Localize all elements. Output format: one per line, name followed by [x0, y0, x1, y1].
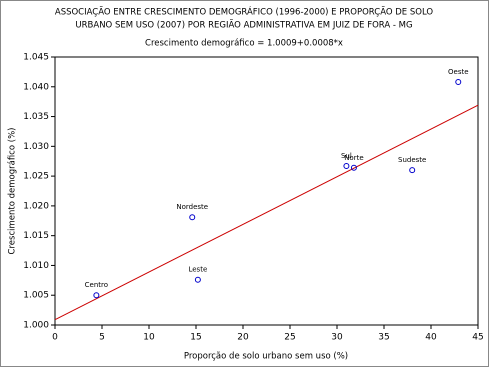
- point: [455, 79, 462, 86]
- x-tick-label: 35: [378, 333, 389, 343]
- point-label: Nordeste: [176, 203, 208, 211]
- y-tick-label: 1.030: [23, 142, 49, 152]
- point-label: Centro: [85, 281, 108, 289]
- y-tick-label: 1.015: [23, 231, 49, 241]
- point: [194, 276, 201, 283]
- x-tick-label: 40: [425, 333, 437, 343]
- y-tick-label: 1.010: [23, 261, 49, 271]
- y-tick-label: 1.045: [23, 53, 49, 63]
- point: [343, 162, 350, 169]
- y-tick-label: 1.035: [23, 112, 49, 122]
- x-tick-label: 10: [143, 333, 155, 343]
- y-axis-label: Crescimento demográfico (%): [8, 128, 18, 255]
- x-tick-label: 15: [190, 333, 201, 343]
- x-tick-label: 30: [331, 333, 343, 343]
- x-axis-label: Proporção de solo urbano sem uso (%): [184, 352, 348, 362]
- y-tick-label: 1.025: [23, 172, 49, 182]
- point: [93, 292, 100, 299]
- y-tick-label: 1.005: [23, 291, 49, 301]
- point-label: Sudeste: [398, 156, 426, 164]
- x-tick-label: 5: [99, 333, 105, 343]
- point-label: Oeste: [448, 68, 469, 76]
- point: [350, 164, 357, 171]
- plot-area: [54, 56, 479, 326]
- x-tick-label: 25: [284, 333, 295, 343]
- x-tick-label: 20: [237, 333, 249, 343]
- point-label: Leste: [188, 266, 207, 274]
- x-tick-label: 0: [52, 333, 58, 343]
- y-tick-label: 1.040: [23, 82, 49, 92]
- point-label: Norte: [344, 154, 363, 162]
- subtitle: Crescimento demográfico = 1.0009+0.0008*…: [145, 39, 343, 49]
- regression-line: [54, 104, 479, 321]
- x-tick-label: 45: [472, 333, 483, 343]
- point: [189, 214, 196, 221]
- y-tick-label: 1.000: [23, 321, 49, 331]
- chart-title: URBANO SEM USO (2007) POR REGIÃO ADMINIS…: [75, 20, 412, 31]
- point: [409, 167, 416, 174]
- y-tick-label: 1.020: [23, 201, 49, 211]
- chart-title: ASSOCIAÇÃO ENTRE CRESCIMENTO DEMOGRÁFICO…: [55, 6, 434, 18]
- point-label: Sul: [341, 152, 352, 160]
